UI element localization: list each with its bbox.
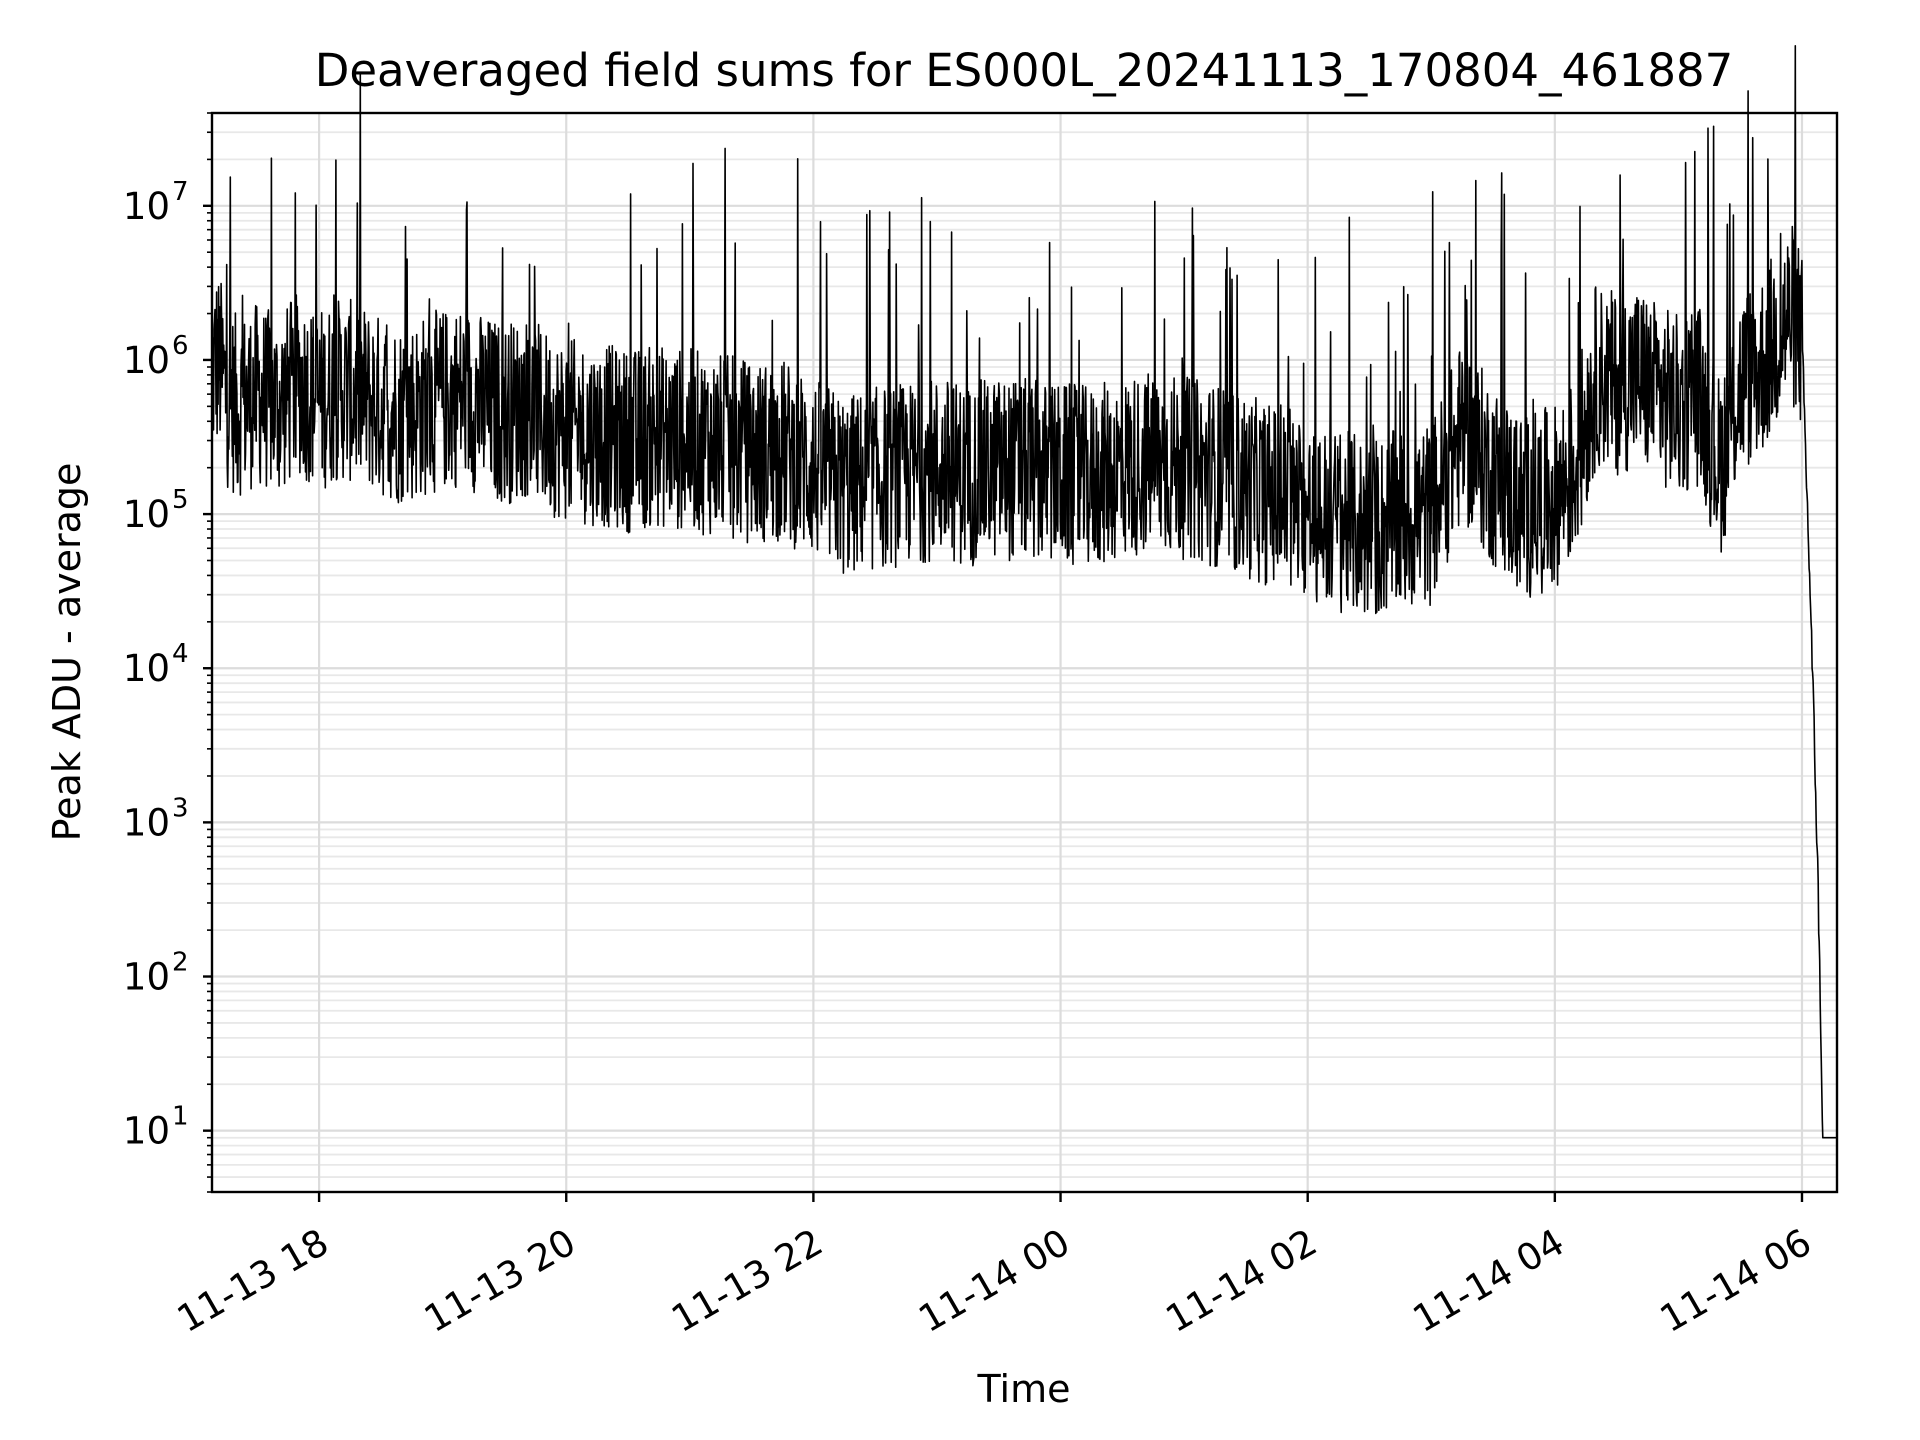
y-tick-label: 10 xyxy=(123,493,170,536)
plot-frame xyxy=(210,111,1839,1194)
y-tick-label: 10 xyxy=(123,956,170,999)
y-axis-label: Peak ADU - average xyxy=(45,463,89,842)
y-tick-label: 10 xyxy=(123,1110,170,1153)
series-line xyxy=(211,44,1838,1139)
y-tick-exponent: 1 xyxy=(172,1102,189,1132)
series-layer xyxy=(211,44,1838,1139)
y-tick-label: 10 xyxy=(123,647,170,690)
y-tick-exponent: 3 xyxy=(172,793,189,823)
y-tick-exponent: 2 xyxy=(172,948,189,978)
y-tick-exponent: 6 xyxy=(172,331,189,361)
x-axis-label: Time xyxy=(977,1367,1071,1411)
chart-title: Deaveraged field sums for ES000L_2024111… xyxy=(315,44,1734,97)
y-tick-label: 10 xyxy=(123,185,170,228)
y-tick-exponent: 5 xyxy=(172,485,189,515)
y-tick-exponent: 7 xyxy=(172,177,189,207)
y-tick-label: 10 xyxy=(123,339,170,382)
y-tick-exponent: 4 xyxy=(172,639,189,669)
y-tick-label: 10 xyxy=(123,801,170,844)
